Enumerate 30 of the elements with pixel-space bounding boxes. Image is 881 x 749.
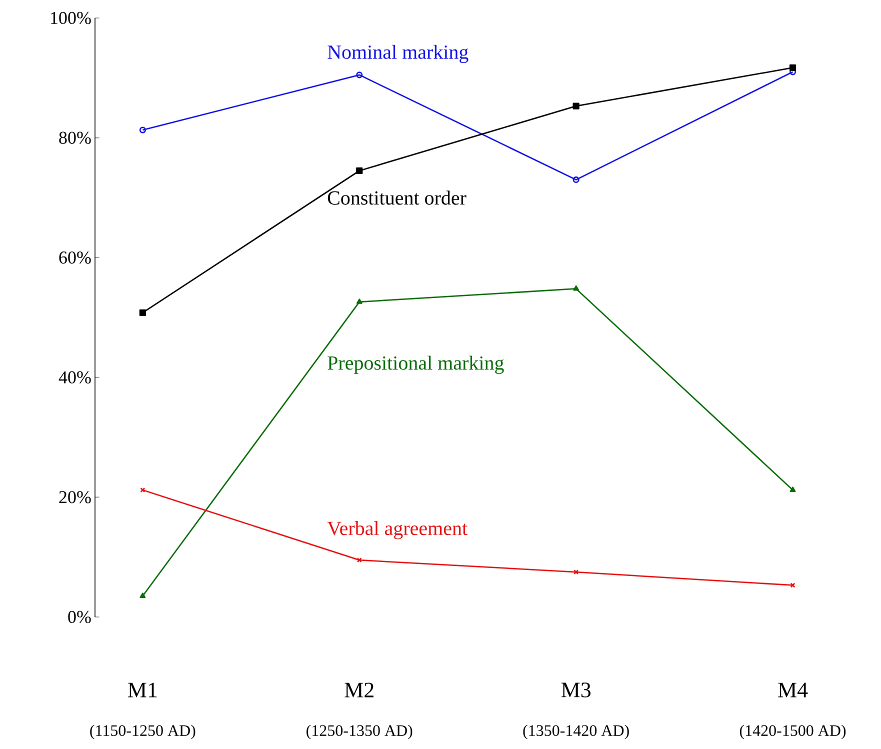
text: (1350-1420 AD) <box>523 724 629 740</box>
point <box>139 309 146 316</box>
series-label: Prepositional marking <box>328 356 504 374</box>
point <box>572 176 580 184</box>
y-tick-label: 100% <box>51 12 91 24</box>
point <box>356 72 363 78</box>
point <box>790 486 796 492</box>
series-label: Verbal agreement <box>327 521 468 540</box>
text: (1420-1500 AD) <box>740 724 846 740</box>
y-tick-label: 60% <box>59 251 91 264</box>
text: (1250-1350 AD) <box>306 724 412 740</box>
x-tick-label: M3 <box>561 682 590 698</box>
series-label: Constituent order <box>328 190 466 205</box>
point <box>140 592 146 598</box>
point <box>574 570 579 575</box>
point <box>572 102 580 110</box>
text: (1150-1250 AD) <box>90 724 196 740</box>
point <box>573 285 580 291</box>
series-label: Nominal marking <box>328 44 468 64</box>
y-tick-label: 0% <box>68 610 91 624</box>
point <box>356 558 362 563</box>
x-tick-label: M2 <box>344 682 374 698</box>
x-tick-label: M1 <box>128 682 157 698</box>
y-tick-label: 80% <box>59 132 91 144</box>
point <box>789 64 796 72</box>
point <box>356 167 363 174</box>
y-tick-label: 40% <box>58 371 91 384</box>
y-tick-label: 20% <box>59 491 91 504</box>
point <box>356 298 362 304</box>
x-tick-label: M4 <box>778 682 808 698</box>
